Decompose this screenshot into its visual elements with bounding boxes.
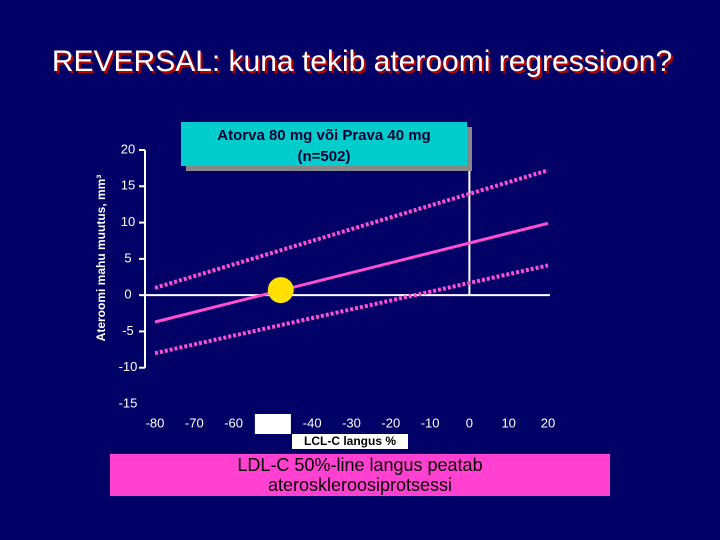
x-tick-label: -70 bbox=[185, 415, 204, 430]
x-tick-label: -60 bbox=[224, 415, 243, 430]
title: REVERSAL: kuna tekib ateroomi regressioo… bbox=[52, 45, 672, 78]
series-line bbox=[154, 221, 549, 324]
y-axis-label: Ateroomi mahu muutus, mm³ bbox=[94, 175, 108, 342]
x-tick-label: -80 bbox=[146, 415, 165, 430]
title-shadow: REVERSAL: kuna tekib ateroomi regressioo… bbox=[54, 47, 674, 80]
x-tick-label: 0 bbox=[466, 415, 473, 430]
y-tick-label: 0 bbox=[124, 287, 131, 302]
y-tick-label: -5 bbox=[122, 323, 134, 338]
marker bbox=[267, 277, 294, 304]
y-tick-label: 10 bbox=[121, 214, 135, 229]
x-tick-label: -50 bbox=[264, 415, 283, 430]
annotation-box bbox=[181, 122, 467, 166]
conclusion-line: LDL-C 50%-line langus peatab ateroskleroo… bbox=[237, 455, 482, 495]
y-tick-label: -10 bbox=[119, 359, 138, 374]
y-tick-label: 15 bbox=[121, 178, 135, 193]
x-tick-label: -30 bbox=[342, 415, 361, 430]
x-tick-label: -40 bbox=[303, 415, 322, 430]
y-tick-label: 20 bbox=[121, 141, 135, 156]
conclusion-box bbox=[110, 454, 610, 496]
x-tick-label: 20 bbox=[541, 415, 555, 430]
series-line bbox=[154, 263, 549, 356]
y-tick-label: 5 bbox=[124, 250, 131, 265]
x-tick-highlight bbox=[254, 414, 291, 434]
y-tick-label: -15 bbox=[119, 395, 138, 410]
x-tick-label: 10 bbox=[501, 415, 515, 430]
x-tick-label: -20 bbox=[381, 415, 400, 430]
x-label-box bbox=[292, 434, 408, 449]
x-tick-label: -10 bbox=[421, 415, 440, 430]
series-line bbox=[154, 168, 549, 290]
x-axis-label: LCL-C langus % bbox=[304, 434, 396, 448]
annotation-line: Atorva 80 mg või Prava 40 mg (n=502) bbox=[217, 127, 430, 165]
